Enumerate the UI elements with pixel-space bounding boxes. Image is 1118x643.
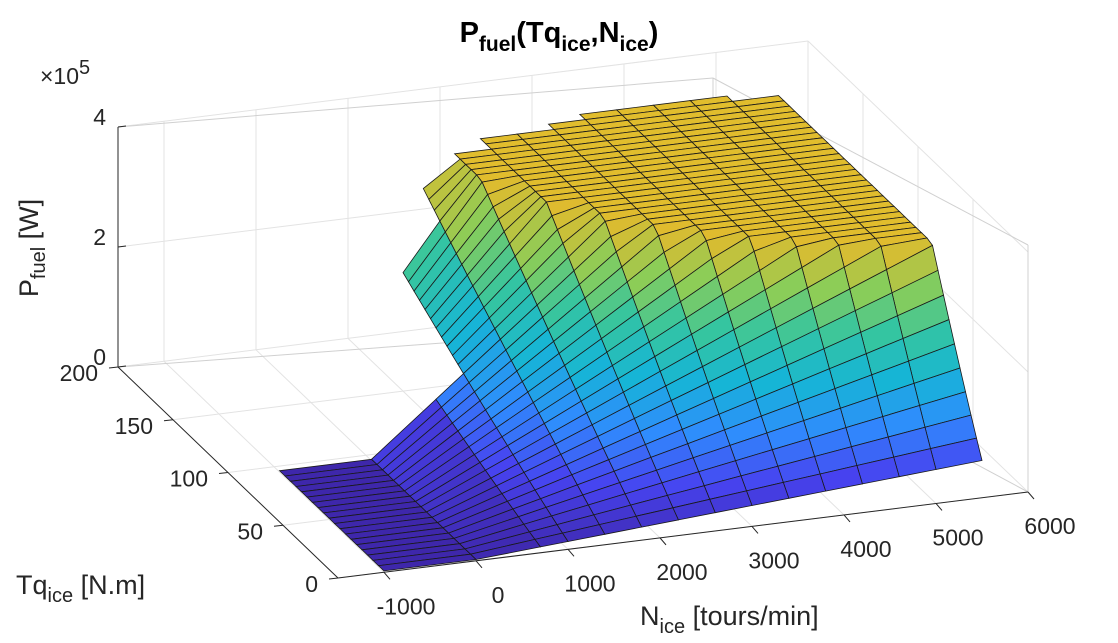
- z-exponent-base: ×10: [40, 63, 79, 89]
- y-tick-label: 0: [305, 571, 318, 597]
- z-label-main: P: [14, 279, 44, 297]
- y-tick-mark: [163, 419, 174, 422]
- z-tick-label: 0: [93, 344, 106, 370]
- y-tick-label: 200: [60, 360, 98, 386]
- z-label-rest: [W]: [14, 199, 44, 247]
- x-tick-mark: [843, 514, 851, 523]
- z-tick-label: 4: [93, 104, 106, 130]
- x-tick-mark: [567, 549, 575, 557]
- tick-layer: -1000 0 1000 2000 3000 4000 5000 60000501001502…: [60, 104, 1076, 619]
- x-tick-mark: [475, 560, 483, 569]
- x-tick-label: 3000: [748, 547, 799, 573]
- title-end: ): [649, 17, 659, 49]
- z-exponent-power: 5: [79, 57, 90, 79]
- title-sub-ice-2: ice: [620, 33, 649, 56]
- title-mid: (Tq: [516, 17, 561, 49]
- speed-label-sub: ice: [660, 616, 686, 638]
- y-tick-label: 150: [115, 413, 153, 439]
- x-tick-mark: [659, 537, 667, 546]
- speed-axis-label: Nice [tours/min]: [640, 601, 819, 638]
- x-tick-label: 5000: [932, 524, 983, 550]
- x-tick-mark: [1027, 491, 1035, 500]
- x-tick-label: 2000: [656, 559, 707, 585]
- chart-title: Pfuel(Tqice,Nice): [460, 17, 659, 56]
- x-tick-label: 6000: [1024, 513, 1075, 539]
- speed-label-rest: [tours/min]: [685, 601, 819, 631]
- torque-label-main: Tq: [16, 570, 48, 600]
- x-tick-mark: [935, 503, 943, 511]
- surface-mesh: [278, 95, 983, 572]
- z-tick-label: 2: [93, 224, 106, 250]
- torque-label-rest: [N.m]: [73, 570, 145, 600]
- z-label-sub: fuel: [28, 247, 50, 279]
- title-main: P: [460, 17, 479, 49]
- torque-label-sub: ice: [48, 585, 74, 607]
- x-tick-mark: [383, 571, 391, 580]
- y-tick-label: 100: [170, 466, 208, 492]
- x-tick-label: 0: [492, 582, 505, 608]
- z-axis-label: Pfuel [W]: [14, 199, 50, 297]
- title-sub-fuel: fuel: [479, 33, 516, 56]
- title-sub-ice-1: ice: [561, 33, 590, 56]
- x-tick-mark: [751, 526, 759, 534]
- z-exponent-label: ×105: [40, 57, 90, 89]
- z-tick-mark: [117, 365, 127, 368]
- speed-axis-line: [337, 491, 1029, 579]
- box-edge-top-left: [117, 77, 714, 128]
- z-tick-mark: [117, 125, 127, 128]
- y-tick-mark: [328, 577, 339, 580]
- torque-axis-label: Tqice [N.m]: [16, 570, 145, 607]
- title-mid2: ,N: [591, 17, 620, 49]
- z-gridline-back: [117, 40, 809, 128]
- surface-patch: [377, 553, 477, 572]
- y-tick-mark: [218, 472, 229, 474]
- z-tick-mark: [117, 245, 127, 248]
- y-tick-mark: [108, 366, 119, 369]
- x-tick-label: -1000: [377, 593, 436, 619]
- x-tick-label: 4000: [840, 536, 891, 562]
- x-tick-label: 1000: [564, 570, 615, 596]
- y-tick-label: 50: [237, 518, 263, 544]
- y-tick-mark: [273, 524, 284, 527]
- speed-label-main: N: [640, 601, 660, 631]
